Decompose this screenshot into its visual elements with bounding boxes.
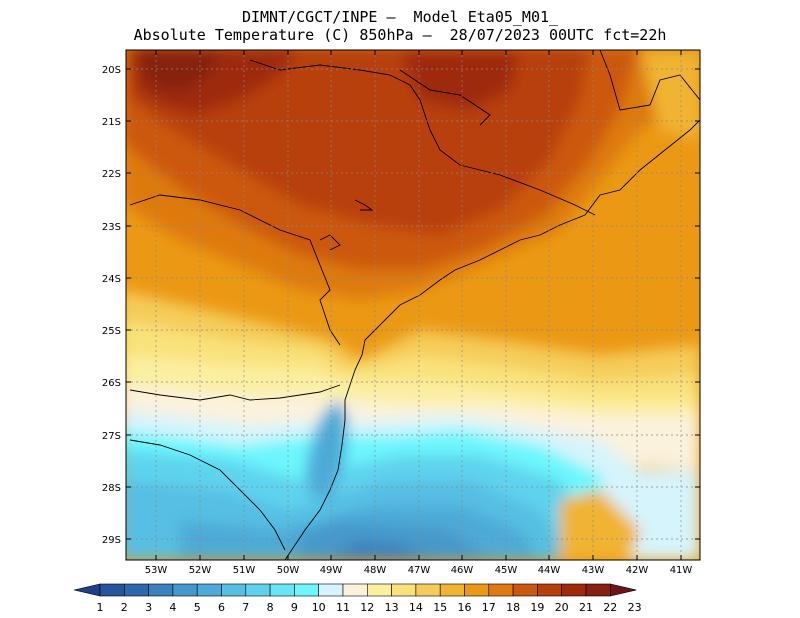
colorbar-label: 2: [121, 601, 128, 614]
lon-label: 41W: [670, 565, 693, 576]
colorbar-segment: [221, 583, 247, 597]
colorbar-label: 20: [555, 601, 569, 614]
colorbar-label: 8: [267, 601, 274, 614]
lon-label: 47W: [408, 565, 431, 576]
title-line-1: DIMNT/CGCT/INPE – Model Eta05_M01_: [241, 8, 559, 26]
colorbar-label: 1: [97, 601, 104, 614]
colorbar-segment: [366, 583, 392, 597]
colorbar-segment: [391, 583, 417, 597]
colorbar: [73, 583, 637, 597]
lat-label: 26S: [102, 378, 121, 389]
colorbar-segment: [318, 583, 344, 597]
map-frame: [125, 49, 701, 561]
temperature-field: [126, 50, 700, 560]
colorbar-segment: [561, 583, 587, 597]
coastlines-borders: [129, 50, 700, 560]
colorbar-label: 13: [385, 601, 399, 614]
lat-label: 27S: [102, 431, 121, 442]
lat-label: 28S: [102, 483, 121, 494]
colorbar-arrow-right: [609, 583, 637, 597]
colorbar-segment: [269, 583, 295, 597]
lon-label: 53W: [145, 565, 168, 576]
colorbar-label: 22: [603, 601, 617, 614]
lat-label: 29S: [102, 535, 121, 546]
colorbar-label: 14: [409, 601, 423, 614]
lat-label: 21S: [102, 117, 121, 128]
colorbar-label: 11: [336, 601, 350, 614]
colorbar-arrow-left: [73, 583, 101, 597]
lat-label: 23S: [102, 222, 121, 233]
colorbar-label: 5: [194, 601, 201, 614]
colorbar-label: 4: [169, 601, 176, 614]
colorbar-segment: [124, 583, 149, 597]
colorbar-segment: [415, 583, 441, 597]
colorbar-label: 7: [242, 601, 249, 614]
lat-label: 20S: [102, 65, 121, 76]
colorbar-label: 3: [145, 601, 152, 614]
colorbar-segment: [439, 583, 465, 597]
lon-label: 43W: [582, 565, 605, 576]
lon-label: 48W: [364, 565, 387, 576]
colorbar-segment: [99, 583, 125, 597]
lat-label: 25S: [102, 326, 121, 337]
colorbar-label: 6: [218, 601, 225, 614]
colorbar-segment: [585, 583, 611, 597]
colorbar-label: 17: [482, 601, 496, 614]
colorbar-label: 16: [458, 601, 472, 614]
colorbar-label: 19: [530, 601, 544, 614]
colorbar-segment: [488, 583, 514, 597]
colorbar-segment: [464, 583, 490, 597]
colorbar-label: 15: [433, 601, 447, 614]
colorbar-label: 23: [628, 601, 642, 614]
lat-axis: 20S 21S 22S 23S 24S 25S 26S 27S 28S 29S: [102, 65, 700, 546]
colorbar-segment: [294, 583, 319, 597]
colorbar-segment: [537, 583, 563, 597]
lon-label: 45W: [495, 565, 518, 576]
colorbar-segment: [512, 583, 538, 597]
lat-label: 22S: [102, 169, 121, 180]
colorbar-label: 10: [312, 601, 326, 614]
colorbar-segment: [148, 583, 174, 597]
gridlines: [126, 50, 700, 560]
lon-label: 51W: [233, 565, 256, 576]
lon-label: 52W: [189, 565, 212, 576]
colorbar-label: 12: [360, 601, 374, 614]
lon-label: 49W: [320, 565, 343, 576]
colorbar-segment: [196, 583, 222, 597]
colorbar-labels: 1 2 3 4 5 6 7 8 9 10 11 12 13 14 15 16 17 18 19 20 21 22 23: [97, 601, 642, 614]
colorbar-segment: [172, 583, 198, 597]
lon-label: 44W: [538, 565, 561, 576]
colorbar-segment: [342, 583, 368, 597]
colorbar-label: 21: [579, 601, 593, 614]
lat-label: 24S: [102, 274, 121, 285]
lon-label: 50W: [277, 565, 300, 576]
title-line-2: Absolute Temperature (C) 850hPa – 28/07/…: [133, 26, 667, 44]
colorbar-segment: [245, 583, 271, 597]
lon-axis: 53W 52W 51W 50W 49W 48W 47W 46W 45W 44W …: [145, 50, 693, 576]
colorbar-label: 9: [291, 601, 298, 614]
lon-label: 46W: [451, 565, 474, 576]
colorbar-label: 18: [506, 601, 520, 614]
lon-label: 42W: [626, 565, 649, 576]
